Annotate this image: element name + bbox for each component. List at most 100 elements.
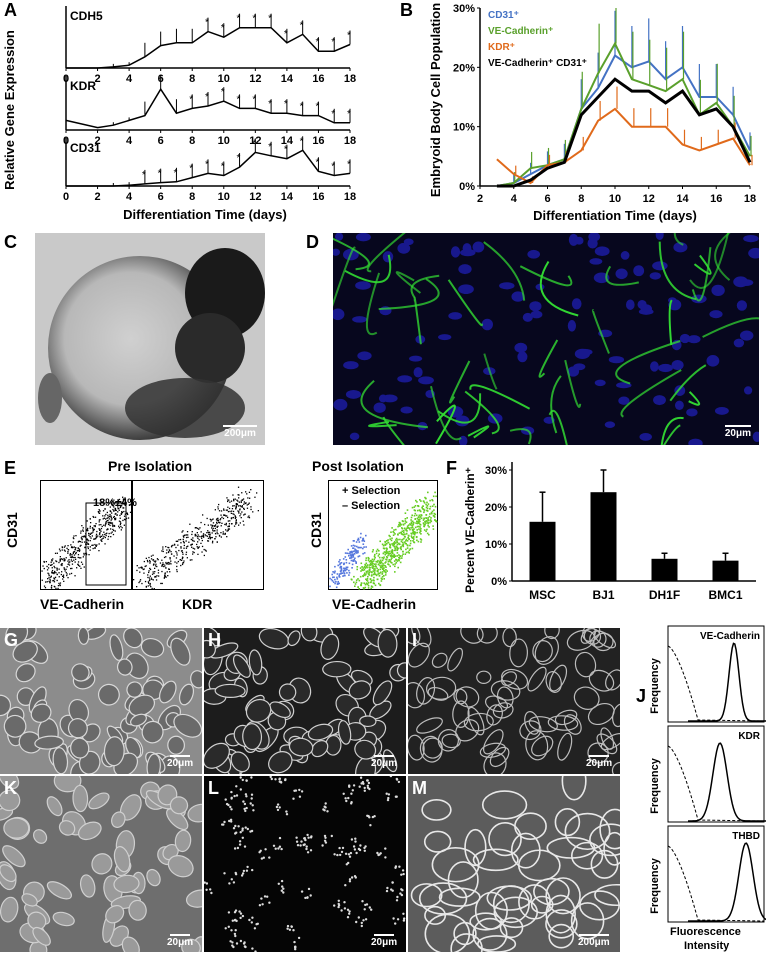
flow-dot-minus (348, 574, 350, 576)
flow-dot (89, 549, 91, 551)
flow-dot-plus (390, 558, 392, 561)
flow-dot-plus (415, 499, 417, 502)
flow-dot-plus (409, 542, 412, 545)
flow-dot-plus (427, 521, 429, 524)
flow-dot (161, 564, 164, 566)
flow-dot-plus (407, 551, 410, 553)
b-x-tick-label: 14 (676, 193, 689, 205)
flow-dot (133, 579, 135, 581)
flow-dot (76, 550, 78, 552)
scale-label-i: 20μm (586, 758, 613, 769)
stain-dot (239, 916, 242, 920)
flow-dot (111, 518, 113, 520)
a-significance-mark: * (173, 168, 177, 179)
flow-dot (192, 537, 194, 539)
flow-dot-plus (429, 521, 431, 524)
flow-dot-minus (334, 570, 336, 573)
flow-dot-plus (389, 565, 391, 568)
stain-dot (228, 819, 231, 823)
flow-dot (67, 560, 69, 562)
flow-dot-plus (369, 564, 371, 566)
flow-dot (155, 563, 157, 565)
flow-dot (60, 564, 62, 566)
flow-dot (100, 539, 102, 541)
stain-dot (297, 936, 301, 940)
flow-dot-minus (357, 551, 359, 554)
cell-outline (377, 628, 398, 658)
a-series-line-CD31 (66, 149, 351, 187)
flow-dot (101, 540, 103, 542)
flow-dot-plus (403, 535, 406, 538)
flow-dot-plus (374, 553, 376, 556)
flow-dot (227, 500, 229, 503)
tube-loop (561, 776, 587, 801)
flow-dot (48, 563, 50, 566)
flow-dot-plus (418, 525, 420, 528)
flow-dot-plus (384, 574, 387, 576)
flow-dot (248, 517, 251, 519)
flow-dot-plus (426, 510, 429, 512)
flow-dot (188, 541, 190, 543)
flow-dot (84, 546, 86, 549)
nucleus-blob (604, 421, 616, 429)
flow-dot (87, 527, 89, 530)
flow-dot (165, 563, 167, 565)
flow-dot (124, 519, 126, 521)
flow-dot (180, 542, 182, 544)
stain-dot (264, 848, 267, 851)
flow-dot-plus (401, 539, 403, 541)
flow-dot-plus (375, 563, 377, 565)
flow-dot-plus (368, 560, 371, 563)
stain-dot (230, 929, 233, 932)
stain-dot (262, 856, 265, 859)
flow-dot (105, 522, 107, 524)
stain-dot (205, 888, 208, 891)
flow-dot-plus (374, 565, 377, 567)
flow-dot-plus (391, 549, 394, 551)
flow-dot (120, 522, 122, 524)
cell-outline (348, 680, 372, 700)
flow-dot (75, 547, 77, 549)
flow-dot-plus (414, 526, 417, 529)
flow-dot (229, 501, 231, 503)
vessel-strand (615, 340, 681, 385)
flow-dot (166, 571, 168, 573)
flow-dot-plus (388, 534, 390, 537)
flow-dot-minus (348, 562, 351, 565)
stain-dot (239, 788, 242, 791)
a-significance-mark: * (284, 29, 288, 40)
stain-dot (324, 836, 327, 839)
flow-dot (110, 517, 112, 519)
flow-dot (175, 546, 177, 549)
flow-dot-minus (352, 554, 355, 557)
cell-outline (88, 792, 110, 810)
flow-dot (240, 505, 242, 508)
stain-dot (306, 896, 309, 899)
flow-dot (53, 577, 55, 579)
flow-dot (191, 543, 193, 545)
flow-dot (83, 552, 85, 555)
flow-dot-minus (338, 576, 341, 578)
flow-dot (241, 506, 243, 508)
flow-dot (189, 523, 191, 525)
flow-dot (119, 521, 122, 523)
flow-dot (78, 564, 80, 567)
flow-dot-plus (405, 538, 408, 541)
stain-dot (309, 894, 312, 897)
flow-dot (54, 552, 57, 554)
flow-dot (224, 532, 226, 535)
flow-dot-plus (363, 587, 365, 590)
flow-dot-plus (371, 560, 373, 563)
nucleus-blob (462, 243, 472, 254)
flow-dot-plus (400, 546, 402, 548)
flow-dot (98, 521, 100, 523)
flow-dot-minus (337, 583, 339, 585)
stain-dot (275, 805, 279, 809)
panel-j-histograms: VE-CadherinFrequencyKDRFrequencyTHBDFreq… (649, 625, 766, 923)
flow-dot-plus (418, 514, 421, 517)
nucleus-blob (573, 363, 586, 371)
flow-dot (246, 504, 248, 506)
stain-dot (238, 910, 241, 913)
flow-dot (73, 559, 75, 561)
flow-dot (118, 527, 121, 529)
